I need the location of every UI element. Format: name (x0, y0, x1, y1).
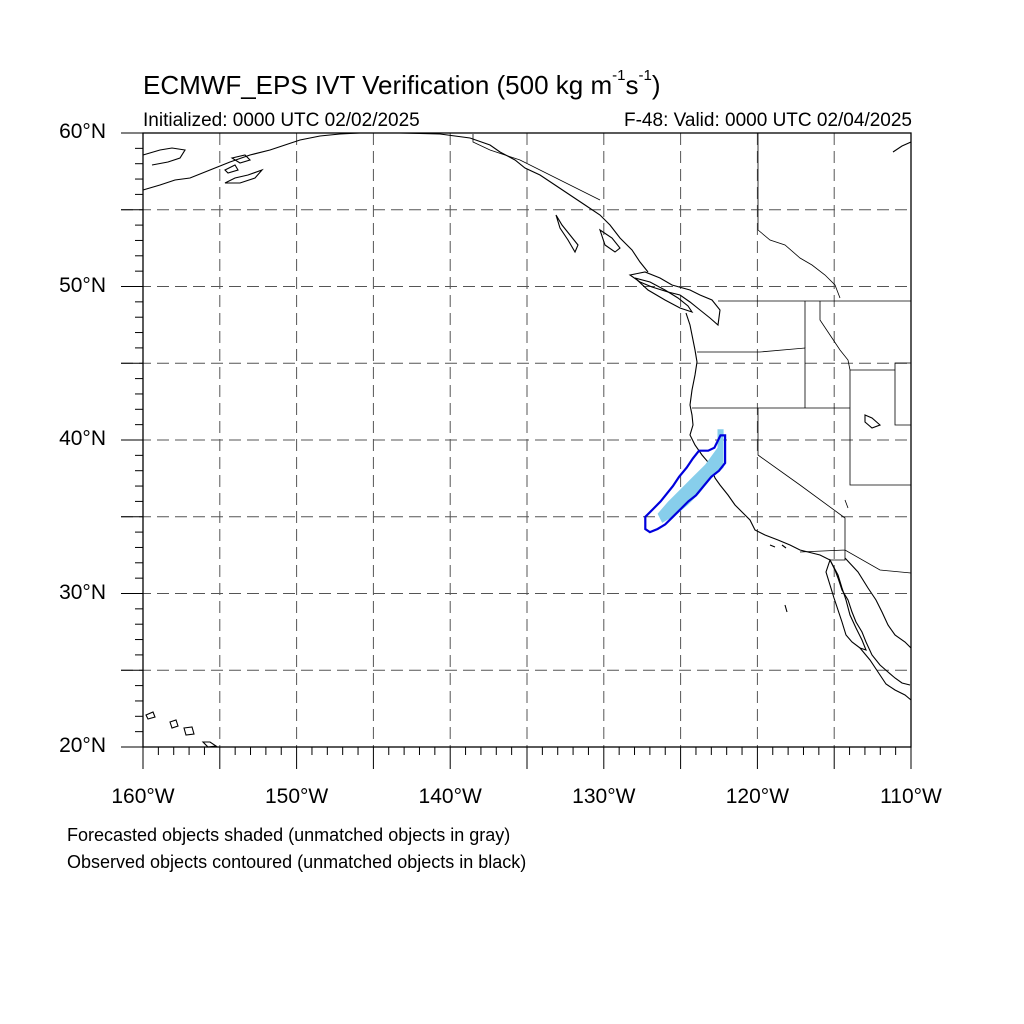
alaska-islands (224, 154, 264, 184)
hawaii-islands (145, 711, 218, 748)
coastlines-and-borders (142, 132, 912, 748)
latitude-label: 60°N (59, 120, 106, 143)
forecast-legend-note: Forecasted objects shaded (unmatched obj… (67, 825, 511, 845)
map-title: ECMWF_EPS IVT Verification (500 kg m-1s-… (143, 67, 661, 100)
vancouver-island (634, 277, 694, 314)
forecast-ivt-object (657, 429, 724, 523)
northeast-coast-fragment (892, 141, 912, 153)
initialized-time-label: Initialized: 0000 UTC 02/02/2025 (143, 110, 420, 131)
longitude-label: 120°W (725, 785, 790, 808)
lakes-and-small-islands (769, 414, 882, 613)
latitude-label: 20°N (59, 734, 106, 757)
state-borders (692, 301, 912, 574)
graticule-grid (121, 133, 911, 747)
observed-ivt-contour (644, 434, 727, 534)
alaska-canada-border (472, 134, 601, 201)
verification-objects (644, 429, 727, 534)
longitude-label: 140°W (418, 785, 482, 808)
british-columbia-interior-boundary (757, 133, 841, 299)
latitude-label: 40°N (59, 427, 106, 450)
observed-legend-note: Observed objects contoured (unmatched ob… (67, 852, 527, 872)
mexico-mainland-coast (844, 557, 912, 701)
axis-ticks (121, 132, 912, 769)
longitude-label: 150°W (264, 785, 329, 808)
valid-time-label: F-48: Valid: 0000 UTC 02/04/2025 (624, 110, 912, 131)
longitude-label: 110°W (880, 785, 942, 808)
longitude-label: 160°W (111, 785, 175, 808)
latitude-label: 30°N (59, 580, 106, 604)
longitude-label: 130°W (572, 785, 636, 808)
us-west-coastline (685, 312, 911, 686)
latitude-label: 50°N (59, 273, 106, 297)
british-columbia-coastline (555, 214, 721, 327)
alaska-coastline (142, 132, 649, 273)
